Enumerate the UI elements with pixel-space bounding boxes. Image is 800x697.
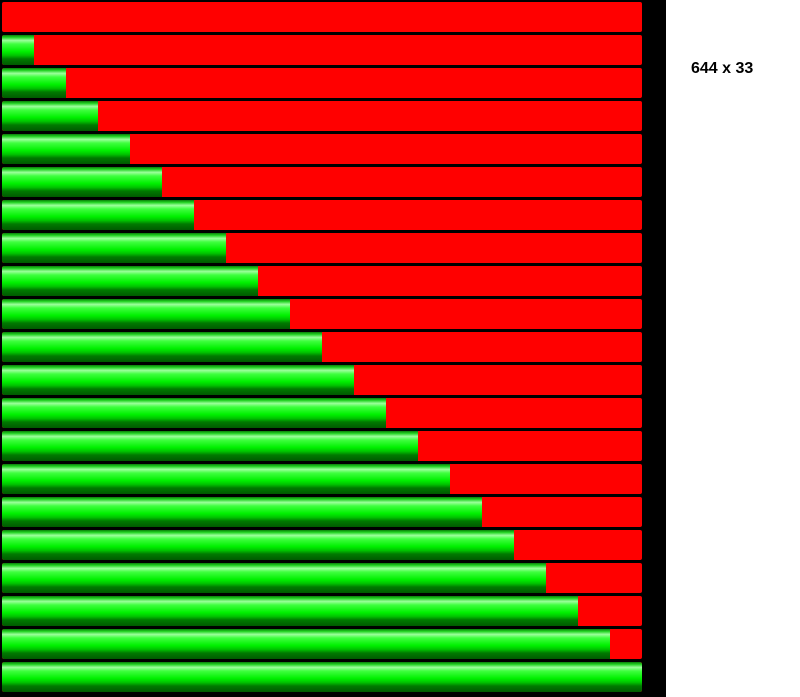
progress-bar [2, 662, 642, 692]
progress-bar [2, 398, 642, 428]
progress-bar-fill [2, 662, 642, 692]
progress-bar [2, 332, 642, 362]
progress-bar [2, 563, 642, 593]
progress-bar [2, 134, 642, 164]
progress-bar [2, 299, 642, 329]
progress-bar-fill [2, 563, 546, 593]
progress-bar [2, 2, 642, 32]
progress-bar-fill [2, 266, 258, 296]
size-label: 644 x 33 [691, 60, 754, 77]
progress-bar-fill [2, 200, 194, 230]
progress-bar-fill [2, 596, 578, 626]
progress-bar-fill [2, 233, 226, 263]
progress-bar-fill [2, 530, 514, 560]
progress-bar-fill [2, 35, 34, 65]
progress-bar-sheet [0, 0, 666, 697]
progress-bar-fill [2, 365, 354, 395]
progress-bar [2, 101, 642, 131]
progress-bar-fill [2, 464, 450, 494]
progress-bar-fill [2, 299, 290, 329]
progress-bar [2, 530, 642, 560]
progress-bar-fill [2, 101, 98, 131]
progress-bar [2, 35, 642, 65]
progress-bar-fill [2, 497, 482, 527]
progress-bar [2, 266, 642, 296]
progress-bar-fill [2, 398, 386, 428]
progress-bar-fill [2, 629, 610, 659]
progress-bar [2, 629, 642, 659]
progress-bar [2, 200, 642, 230]
progress-bar-fill [2, 68, 66, 98]
progress-bar [2, 497, 642, 527]
progress-bar-fill [2, 167, 162, 197]
progress-bar-fill [2, 431, 418, 461]
progress-bar [2, 233, 642, 263]
progress-bar [2, 167, 642, 197]
progress-bar-fill [2, 134, 130, 164]
progress-bar [2, 431, 642, 461]
progress-bar [2, 365, 642, 395]
progress-bar-fill [2, 332, 322, 362]
progress-bar [2, 596, 642, 626]
progress-bar [2, 464, 642, 494]
progress-bar [2, 68, 642, 98]
